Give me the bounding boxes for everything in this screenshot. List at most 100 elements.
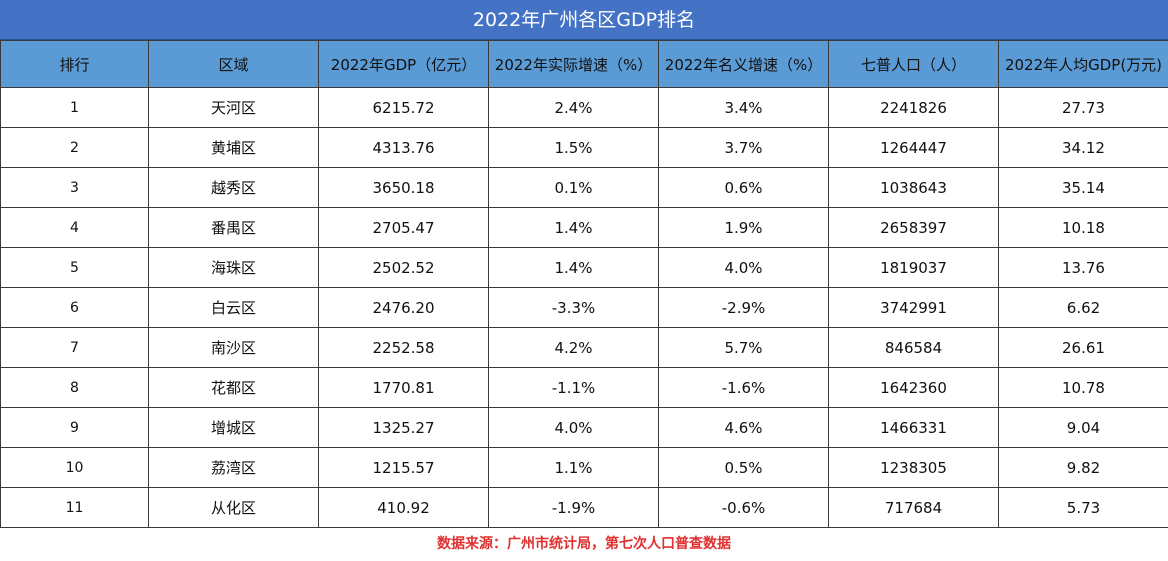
gdp-per-capita-cell: 27.73 xyxy=(999,88,1168,128)
district-cell: 天河区 xyxy=(149,88,319,128)
table-title: 2022年广州各区GDP排名 xyxy=(0,0,1168,40)
district-cell: 南沙区 xyxy=(149,328,319,368)
district-cell: 从化区 xyxy=(149,488,319,528)
population-cell: 717684 xyxy=(829,488,999,528)
column-header-population: 七普人口（人） xyxy=(829,41,999,88)
population-cell: 846584 xyxy=(829,328,999,368)
gdp-cell: 1770.81 xyxy=(319,368,489,408)
gdp-cell: 410.92 xyxy=(319,488,489,528)
real-growth-cell: 4.2% xyxy=(489,328,659,368)
population-cell: 3742991 xyxy=(829,288,999,328)
population-cell: 1038643 xyxy=(829,168,999,208)
district-cell: 增城区 xyxy=(149,408,319,448)
rank-cell: 4 xyxy=(1,208,149,248)
real-growth-cell: -1.1% xyxy=(489,368,659,408)
gdp-per-capita-cell: 6.62 xyxy=(999,288,1168,328)
district-cell: 白云区 xyxy=(149,288,319,328)
nominal-growth-cell: 4.0% xyxy=(659,248,829,288)
district-cell: 黄埔区 xyxy=(149,128,319,168)
column-header-rank: 排行 xyxy=(1,41,149,88)
gdp-per-capita-cell: 10.18 xyxy=(999,208,1168,248)
district-cell: 荔湾区 xyxy=(149,448,319,488)
nominal-growth-cell: 3.4% xyxy=(659,88,829,128)
gdp-per-capita-cell: 10.78 xyxy=(999,368,1168,408)
gdp-per-capita-cell: 26.61 xyxy=(999,328,1168,368)
column-header-real-growth: 2022年实际增速（%） xyxy=(489,41,659,88)
column-header-gdp: 2022年GDP（亿元） xyxy=(319,41,489,88)
nominal-growth-cell: 5.7% xyxy=(659,328,829,368)
real-growth-cell: 1.5% xyxy=(489,128,659,168)
table-row: 7 南沙区 2252.58 4.2% 5.7% 846584 26.61 xyxy=(1,328,1168,368)
gdp-cell: 1215.57 xyxy=(319,448,489,488)
district-cell: 花都区 xyxy=(149,368,319,408)
gdp-cell: 2476.20 xyxy=(319,288,489,328)
real-growth-cell: 1.1% xyxy=(489,448,659,488)
gdp-per-capita-cell: 13.76 xyxy=(999,248,1168,288)
real-growth-cell: -3.3% xyxy=(489,288,659,328)
nominal-growth-cell: 0.6% xyxy=(659,168,829,208)
nominal-growth-cell: -0.6% xyxy=(659,488,829,528)
rank-cell: 5 xyxy=(1,248,149,288)
nominal-growth-cell: 3.7% xyxy=(659,128,829,168)
gdp-per-capita-cell: 5.73 xyxy=(999,488,1168,528)
rank-cell: 3 xyxy=(1,168,149,208)
rank-cell: 8 xyxy=(1,368,149,408)
real-growth-cell: -1.9% xyxy=(489,488,659,528)
gdp-per-capita-cell: 34.12 xyxy=(999,128,1168,168)
nominal-growth-cell: -2.9% xyxy=(659,288,829,328)
header-row: 排行 区域 2022年GDP（亿元） 2022年实际增速（%） 2022年名义增… xyxy=(1,41,1168,88)
table-row: 3 越秀区 3650.18 0.1% 0.6% 1038643 35.14 xyxy=(1,168,1168,208)
gdp-ranking-table: 排行 区域 2022年GDP（亿元） 2022年实际增速（%） 2022年名义增… xyxy=(0,40,1168,528)
district-cell: 越秀区 xyxy=(149,168,319,208)
population-cell: 1238305 xyxy=(829,448,999,488)
gdp-cell: 1325.27 xyxy=(319,408,489,448)
gdp-per-capita-cell: 35.14 xyxy=(999,168,1168,208)
table-row: 11 从化区 410.92 -1.9% -0.6% 717684 5.73 xyxy=(1,488,1168,528)
nominal-growth-cell: 1.9% xyxy=(659,208,829,248)
table-row: 5 海珠区 2502.52 1.4% 4.0% 1819037 13.76 xyxy=(1,248,1168,288)
data-source-note: 数据来源：广州市统计局，第七次人口普查数据 xyxy=(0,528,1168,561)
rank-cell: 1 xyxy=(1,88,149,128)
real-growth-cell: 1.4% xyxy=(489,208,659,248)
column-header-nominal-growth: 2022年名义增速（%） xyxy=(659,41,829,88)
population-cell: 1466331 xyxy=(829,408,999,448)
gdp-per-capita-cell: 9.04 xyxy=(999,408,1168,448)
gdp-cell: 2252.58 xyxy=(319,328,489,368)
gdp-cell: 3650.18 xyxy=(319,168,489,208)
nominal-growth-cell: -1.6% xyxy=(659,368,829,408)
gdp-per-capita-cell: 9.82 xyxy=(999,448,1168,488)
column-header-district: 区域 xyxy=(149,41,319,88)
population-cell: 2241826 xyxy=(829,88,999,128)
table-row: 1 天河区 6215.72 2.4% 3.4% 2241826 27.73 xyxy=(1,88,1168,128)
gdp-cell: 2502.52 xyxy=(319,248,489,288)
rank-cell: 9 xyxy=(1,408,149,448)
real-growth-cell: 0.1% xyxy=(489,168,659,208)
table-row: 10 荔湾区 1215.57 1.1% 0.5% 1238305 9.82 xyxy=(1,448,1168,488)
population-cell: 1819037 xyxy=(829,248,999,288)
table-row: 9 增城区 1325.27 4.0% 4.6% 1466331 9.04 xyxy=(1,408,1168,448)
rank-cell: 11 xyxy=(1,488,149,528)
table-row: 6 白云区 2476.20 -3.3% -2.9% 3742991 6.62 xyxy=(1,288,1168,328)
district-cell: 番禺区 xyxy=(149,208,319,248)
rank-cell: 10 xyxy=(1,448,149,488)
gdp-cell: 4313.76 xyxy=(319,128,489,168)
population-cell: 2658397 xyxy=(829,208,999,248)
rank-cell: 6 xyxy=(1,288,149,328)
rank-cell: 7 xyxy=(1,328,149,368)
population-cell: 1642360 xyxy=(829,368,999,408)
gdp-cell: 6215.72 xyxy=(319,88,489,128)
table-row: 4 番禺区 2705.47 1.4% 1.9% 2658397 10.18 xyxy=(1,208,1168,248)
real-growth-cell: 4.0% xyxy=(489,408,659,448)
table-row: 2 黄埔区 4313.76 1.5% 3.7% 1264447 34.12 xyxy=(1,128,1168,168)
rank-cell: 2 xyxy=(1,128,149,168)
nominal-growth-cell: 0.5% xyxy=(659,448,829,488)
district-cell: 海珠区 xyxy=(149,248,319,288)
gdp-cell: 2705.47 xyxy=(319,208,489,248)
column-header-gdp-per-capita: 2022年人均GDP(万元) xyxy=(999,41,1168,88)
population-cell: 1264447 xyxy=(829,128,999,168)
table-row: 8 花都区 1770.81 -1.1% -1.6% 1642360 10.78 xyxy=(1,368,1168,408)
real-growth-cell: 2.4% xyxy=(489,88,659,128)
nominal-growth-cell: 4.6% xyxy=(659,408,829,448)
real-growth-cell: 1.4% xyxy=(489,248,659,288)
